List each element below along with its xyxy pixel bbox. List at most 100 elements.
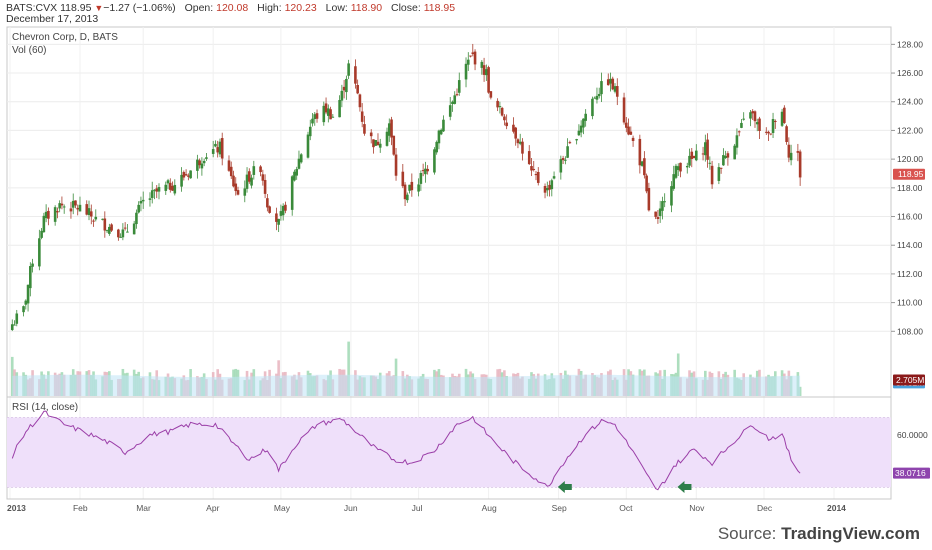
candle-body [595,95,599,100]
source-brand: TradingView.com [781,524,920,543]
candle-body [638,138,642,166]
candle-body [327,108,330,116]
candle-body [672,174,676,189]
candle-body [182,172,186,178]
candle-body [229,166,233,177]
candle-body [281,205,285,216]
last-price: 118.95 [60,2,92,14]
candle-body [647,188,651,211]
candle-body [679,162,682,172]
candle-body [376,141,380,146]
candle-body [354,66,357,84]
time-tick-label: Sep [552,503,567,513]
close-label: Close: [391,2,421,14]
candle-body [322,105,326,123]
candle-body [532,168,536,170]
symbol-label: BATS:CVX [6,2,58,14]
candle-body [22,306,25,313]
candle-body [211,149,215,154]
candle-body [455,94,459,96]
price-tick-label: 120.00 [897,154,923,164]
candle-body [315,113,319,119]
candle-body [654,211,657,217]
vol-last-badge-text: 2.705M [896,375,924,385]
candle-body [433,149,436,173]
candle-body [798,151,802,178]
rsi-signals [557,481,692,493]
time-tick-label: 2014 [827,503,846,513]
candle-body [338,99,341,118]
candle-body [505,122,508,127]
candle-body [119,236,122,238]
candle-body [758,118,761,131]
candle-body [252,166,256,175]
candle-body [313,114,317,120]
candle-body [767,131,770,134]
candle-body [435,141,438,153]
candle-body [690,151,694,159]
candle-body [324,103,328,113]
candle-body [548,184,551,190]
vol-last-badge: 2.705M [893,374,925,386]
candle-body [487,67,490,93]
candle-body [622,97,626,123]
candle-body [363,124,366,134]
candle-body [58,203,61,209]
candle-body [688,155,691,166]
candle-body [755,122,759,125]
candle-body [719,167,723,169]
candle-body [708,162,712,164]
candle-body [613,86,617,92]
candle-body [536,171,540,183]
candle-body [764,131,768,133]
candle-body [250,177,253,186]
candle-body [40,230,43,238]
candle-body [374,140,378,146]
candle-body [123,227,127,229]
candle-body [584,113,587,121]
candle-body [439,129,443,135]
candle-body [749,112,752,119]
candle-body [496,100,499,108]
candle-body [706,139,709,160]
candle-body [15,313,19,324]
candle-body [419,172,423,184]
price-grid [7,43,891,332]
candle-body [153,189,156,191]
candle-body [38,238,41,267]
candle-body [597,93,601,97]
price-tick-label: 126.00 [897,68,923,78]
candle-body [579,125,583,133]
candle-body [345,78,348,93]
time-tick-label: Dec [757,503,773,513]
candle-body [293,171,296,181]
time-tick-label: May [274,503,291,513]
down-arrow-icon: ▼ [94,3,104,13]
price-badge: 118.95 [893,168,925,180]
candle-body [424,168,427,175]
time-axis[interactable]: 2013 Feb Mar Apr May Jun Jul Aug Sep Oct Nov Dec 201… [7,503,846,513]
candle-body [663,201,666,203]
candle-body [117,229,120,238]
candle-body [150,190,154,198]
candle-body [694,150,698,161]
candle-body [390,119,393,138]
price-axis[interactable]: 108.00 110.00 112.00 114.00 116.00 118.00 120.… [891,39,928,440]
candle-body [29,266,32,289]
candle-body [232,175,235,187]
candle-body [591,98,594,117]
candle-body [164,184,168,191]
candle-body [297,158,301,169]
candle-body [500,107,504,116]
candle-body [593,97,597,99]
candle-body [606,79,610,86]
candle-body [180,174,183,187]
candle-body [516,139,520,144]
candle-body [340,90,344,101]
candle-body [105,230,109,232]
candle-body [514,127,517,139]
candle-body [279,211,283,216]
candle-body [173,184,177,194]
candle-body [735,135,739,148]
